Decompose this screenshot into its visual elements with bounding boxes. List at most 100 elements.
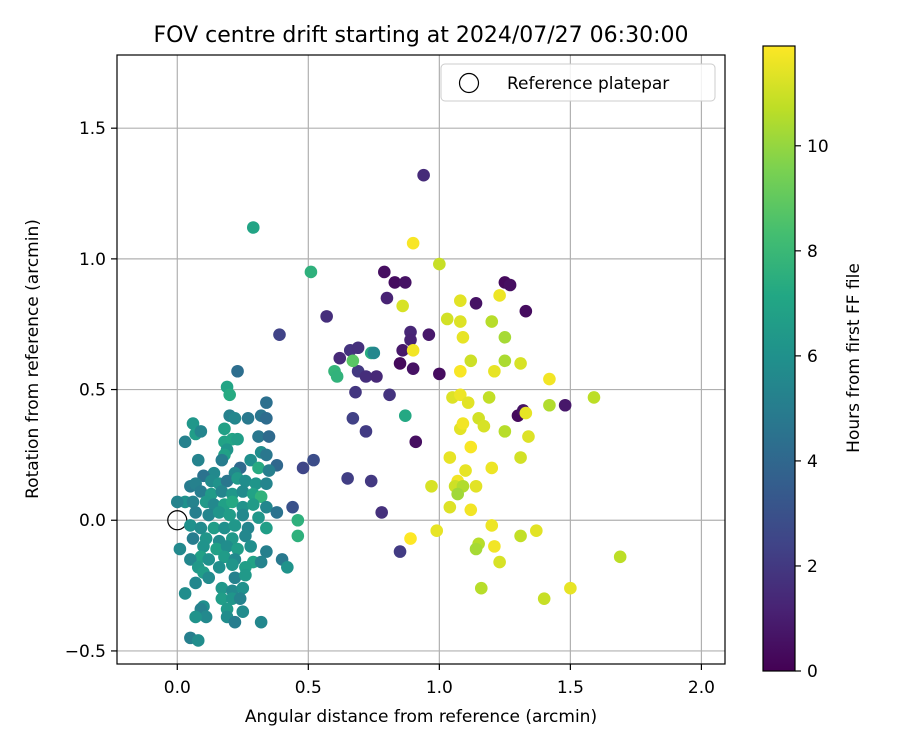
data-point	[212, 506, 226, 519]
data-point	[304, 265, 318, 279]
colorbar-tick-label: 2	[807, 557, 818, 577]
data-point	[307, 453, 320, 467]
data-point	[226, 495, 239, 509]
data-point	[191, 634, 205, 647]
x-tick-label: 1.5	[557, 678, 584, 698]
x-axis-label: Angular distance from reference (arcmin)	[245, 707, 597, 727]
data-point	[404, 532, 417, 545]
data-point	[477, 419, 491, 433]
data-point	[291, 529, 305, 543]
data-point	[215, 453, 229, 467]
data-point	[341, 472, 354, 485]
data-point	[291, 513, 305, 527]
data-point	[186, 495, 200, 509]
data-point	[454, 364, 467, 378]
colorbar-tick-label: 4	[807, 452, 818, 472]
data-point	[503, 278, 517, 292]
colorbar-tick-label: 10	[807, 137, 829, 157]
data-point	[178, 435, 192, 449]
data-point	[189, 610, 202, 624]
data-point	[474, 581, 488, 595]
data-point	[239, 529, 252, 543]
data-point	[239, 568, 252, 582]
data-point	[461, 396, 475, 409]
data-point	[260, 500, 273, 514]
data-point	[613, 550, 627, 564]
data-point	[223, 508, 236, 522]
data-point	[218, 422, 231, 436]
data-point	[260, 521, 273, 535]
data-point	[406, 236, 420, 250]
colorbar-label: Hours from first FF file	[844, 263, 864, 453]
data-point	[406, 344, 420, 357]
data-point	[173, 542, 187, 556]
data-point	[260, 448, 273, 462]
data-point	[246, 498, 260, 511]
data-point	[388, 276, 402, 289]
data-point	[433, 257, 446, 271]
data-point	[425, 479, 438, 493]
data-point	[406, 362, 420, 375]
data-point	[543, 372, 556, 386]
data-point	[459, 464, 472, 477]
data-point	[226, 558, 239, 571]
data-point	[396, 299, 409, 313]
legend: Reference platepar	[440, 63, 716, 102]
data-point	[270, 506, 284, 519]
data-point	[249, 477, 263, 490]
data-point	[241, 412, 255, 425]
data-point	[456, 330, 470, 344]
data-point	[488, 540, 501, 553]
data-point	[231, 432, 244, 446]
data-point	[178, 587, 192, 600]
x-tick-label: 1.0	[426, 678, 453, 698]
chart-title: FOV centre drift starting at 2024/07/27 …	[154, 23, 689, 48]
y-tick-label: 0.0	[79, 511, 106, 531]
data-point	[228, 519, 242, 532]
data-point	[417, 168, 430, 182]
data-point	[493, 555, 506, 569]
data-point	[454, 388, 467, 402]
data-point	[281, 560, 294, 574]
legend-label: Reference platepar	[507, 74, 669, 94]
data-point	[469, 297, 483, 310]
data-point	[189, 576, 202, 590]
data-point	[218, 550, 231, 564]
data-point	[330, 370, 344, 383]
data-point	[273, 328, 286, 341]
data-point	[498, 354, 512, 368]
data-point	[239, 474, 252, 488]
colorbar-tick-label: 0	[807, 662, 818, 682]
data-point	[202, 553, 216, 566]
data-point	[231, 364, 244, 378]
data-point	[210, 542, 223, 556]
data-point	[215, 592, 229, 605]
data-point	[393, 357, 407, 370]
colorbar-tick-label: 8	[807, 242, 818, 262]
data-point	[564, 581, 577, 595]
reference-platepar-marker	[167, 510, 188, 531]
data-point	[186, 532, 200, 545]
data-point	[514, 451, 527, 464]
data-point	[296, 461, 310, 475]
data-point	[184, 553, 197, 566]
data-point	[262, 464, 276, 477]
x-tick-label: 2.0	[688, 678, 715, 698]
data-point	[246, 221, 260, 234]
data-point	[236, 508, 250, 522]
data-point	[346, 354, 360, 368]
data-point	[514, 357, 527, 370]
data-point	[228, 571, 242, 585]
data-point	[383, 388, 396, 402]
data-point	[252, 430, 265, 443]
data-point	[469, 542, 483, 556]
colorbar-frame	[762, 45, 796, 672]
data-point	[228, 412, 242, 425]
data-point	[349, 385, 362, 399]
data-point	[464, 354, 478, 368]
data-point	[223, 388, 236, 402]
colorbar-ticks: 0 2 4 6 8 10	[795, 137, 829, 682]
data-point	[440, 312, 454, 326]
data-point	[498, 425, 512, 438]
